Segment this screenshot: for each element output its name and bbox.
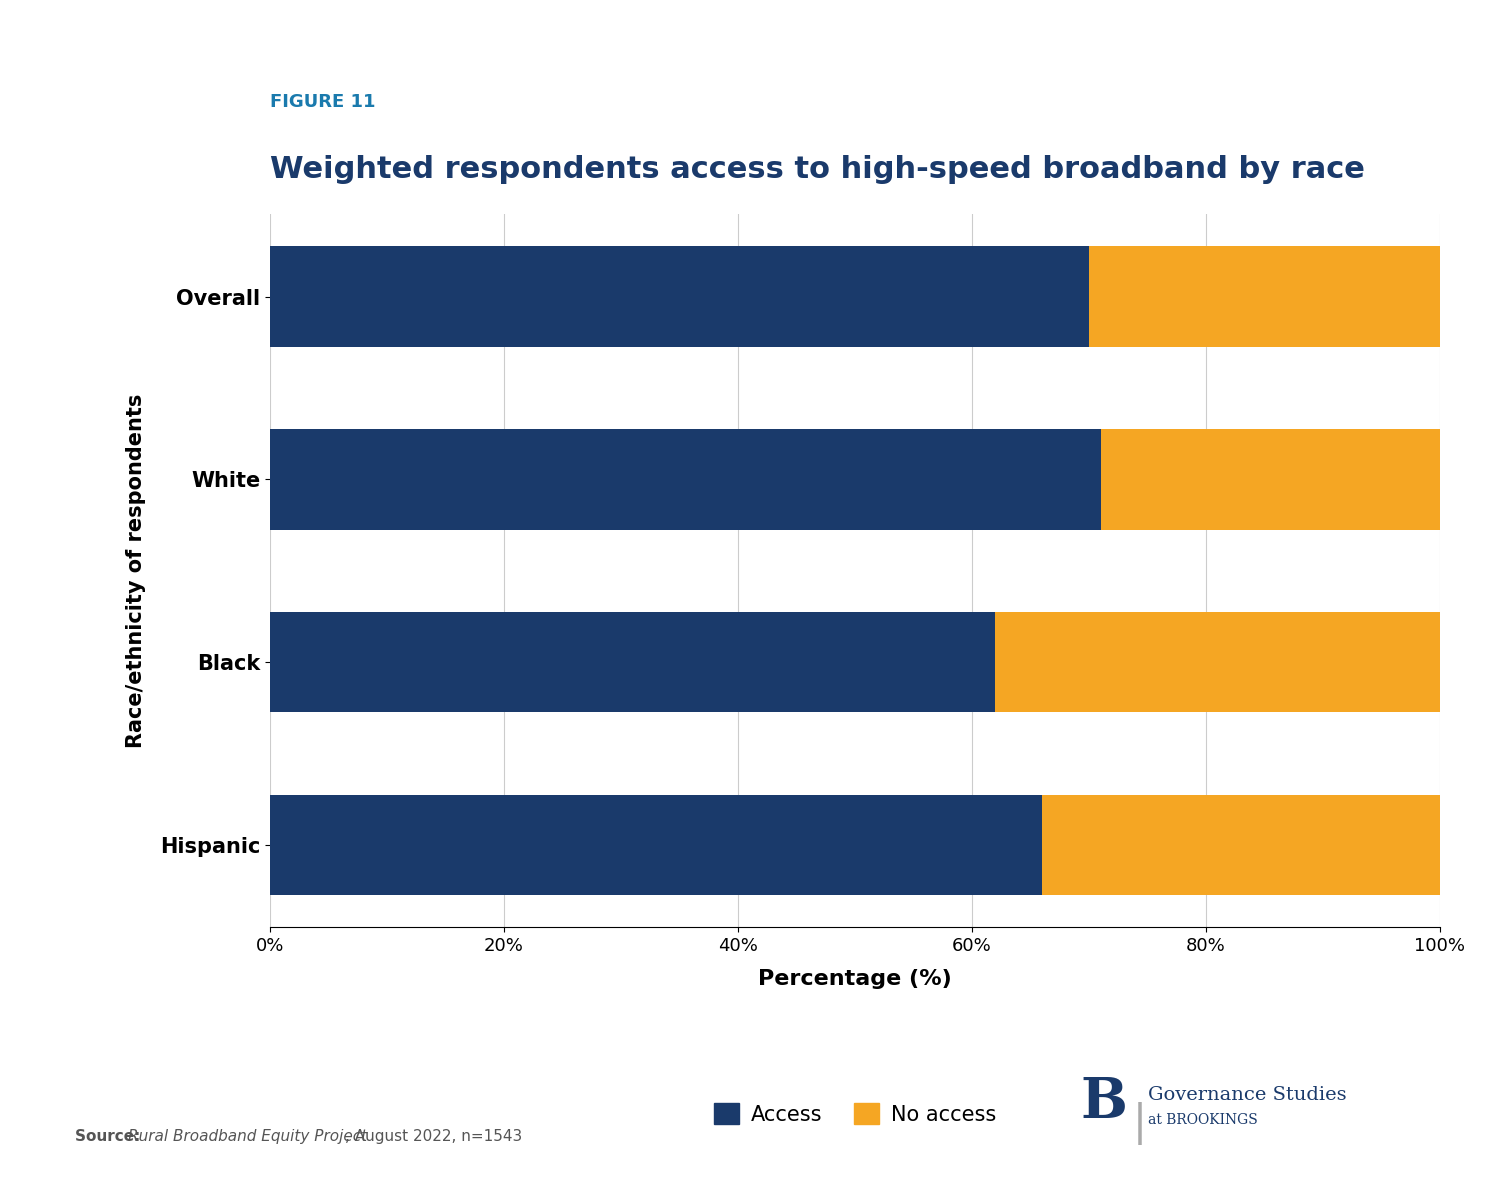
Text: FIGURE 11: FIGURE 11 bbox=[270, 93, 375, 111]
Text: |: | bbox=[1132, 1102, 1146, 1145]
Bar bbox=[270, 612, 996, 712]
Bar bbox=[1042, 794, 1440, 895]
Bar bbox=[270, 794, 1042, 895]
Bar bbox=[270, 429, 1101, 529]
Bar bbox=[1089, 246, 1440, 347]
Text: Governance Studies: Governance Studies bbox=[1148, 1086, 1346, 1103]
X-axis label: Percentage (%): Percentage (%) bbox=[758, 969, 952, 989]
Bar bbox=[996, 612, 1440, 712]
Y-axis label: Race/ethnicity of respondents: Race/ethnicity of respondents bbox=[126, 394, 146, 748]
Text: Source:: Source: bbox=[75, 1130, 146, 1145]
Bar bbox=[270, 246, 1089, 347]
Text: B: B bbox=[1080, 1075, 1126, 1130]
Text: , August 2022, n=1543: , August 2022, n=1543 bbox=[345, 1130, 522, 1145]
Text: Weighted respondents access to high-speed broadband by race: Weighted respondents access to high-spee… bbox=[270, 156, 1365, 184]
Text: at BROOKINGS: at BROOKINGS bbox=[1148, 1113, 1257, 1127]
Text: Rural Broadband Equity Project: Rural Broadband Equity Project bbox=[128, 1130, 366, 1145]
Bar bbox=[1101, 429, 1440, 529]
Legend: Access, No access: Access, No access bbox=[705, 1095, 1005, 1133]
